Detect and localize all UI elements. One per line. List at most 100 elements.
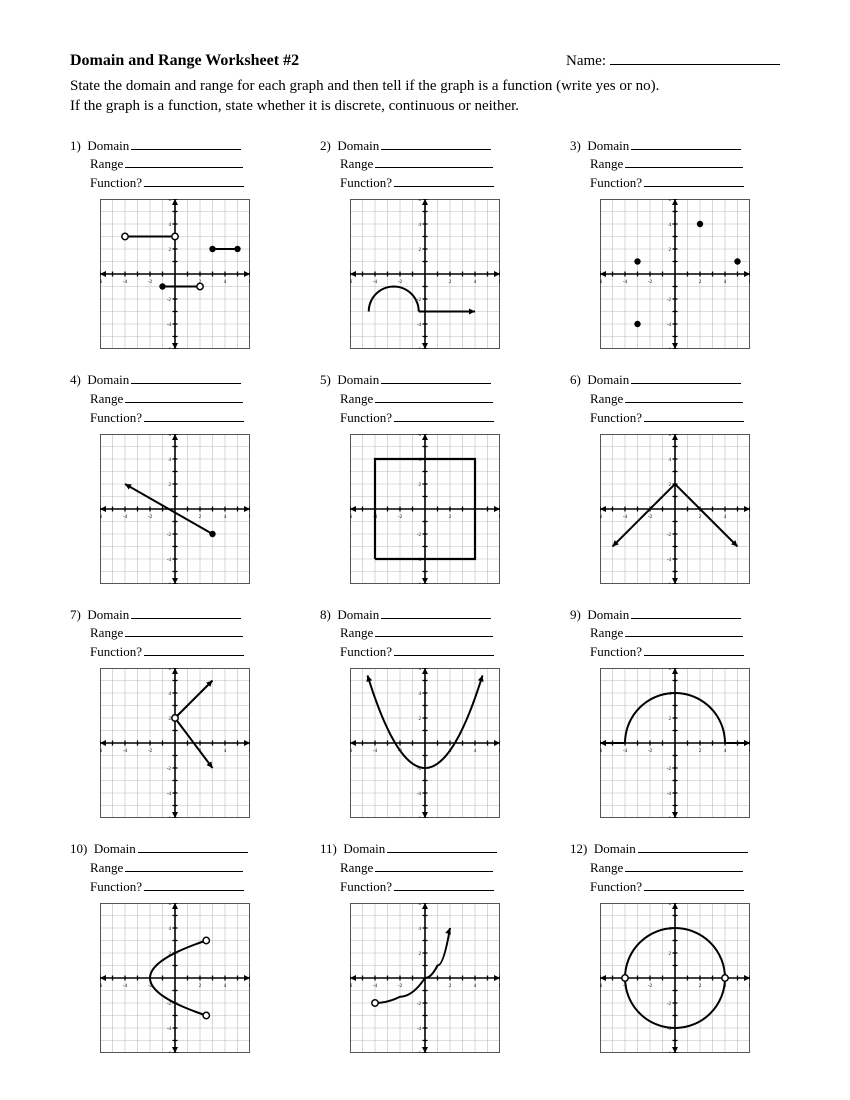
problem-10: 10) Domain Range Function? -6-6-4-4-2-22… [70,840,280,1057]
range-blank[interactable] [375,391,493,403]
svg-text:-6: -6 [600,749,603,754]
function-label: Function? [590,175,642,190]
problem-labels: 3) Domain Range Function? [570,137,780,194]
svg-text:4: 4 [224,984,227,989]
function-blank[interactable] [144,644,244,656]
domain-blank[interactable] [381,372,491,384]
chart-container: -6-6-4-4-2-2224466 [570,903,780,1057]
chart-container: -6-6-4-4-2-2224466 [70,199,280,353]
problem-1: 1) Domain Range Function? -6-6-4-4-2-222… [70,137,280,354]
svg-text:2: 2 [699,280,702,285]
domain-blank[interactable] [387,841,497,853]
range-label: Range [340,156,373,171]
function-blank[interactable] [144,879,244,891]
svg-text:-6: -6 [167,817,172,818]
svg-text:4: 4 [224,280,227,285]
problem-9: 9) Domain Range Function? -6-6-4-4-2-222… [570,606,780,823]
function-label: Function? [340,410,392,425]
problem-labels: 2) Domain Range Function? [320,137,530,194]
problem-number: 2) [320,138,337,153]
domain-blank[interactable] [138,841,248,853]
range-blank[interactable] [375,860,493,872]
range-blank[interactable] [625,860,743,872]
problem-labels: 1) Domain Range Function? [70,137,280,194]
range-blank[interactable] [375,156,493,168]
svg-text:4: 4 [224,749,227,754]
problem-8: 8) Domain Range Function? -6-6-4-4-2-222… [320,606,530,823]
problem-11: 11) Domain Range Function? -6-6-4-4-2-22… [320,840,530,1057]
svg-text:6: 6 [749,515,750,520]
range-blank[interactable] [125,860,243,872]
chart-container: -6-6-4-4-2-2224466 [570,434,780,588]
function-blank[interactable] [644,879,744,891]
range-blank[interactable] [125,625,243,637]
chart-container: -6-6-4-4-2-2224466 [320,668,530,822]
domain-blank[interactable] [631,372,741,384]
svg-text:-6: -6 [417,1052,422,1053]
svg-text:-6: -6 [100,515,103,520]
domain-blank[interactable] [381,138,491,150]
graph-chart: -6-6-4-4-2-2224466 [100,434,250,584]
problem-4: 4) Domain Range Function? -6-6-4-4-2-222… [70,371,280,588]
svg-text:2: 2 [699,515,702,520]
range-label: Range [90,391,123,406]
function-blank[interactable] [144,410,244,422]
domain-blank[interactable] [131,607,241,619]
instructions: State the domain and range for each grap… [70,76,780,117]
svg-text:-2: -2 [667,1002,672,1007]
graph-chart: -6-6-4-4-2-2224466 [600,434,750,584]
function-blank[interactable] [644,644,744,656]
svg-text:-6: -6 [600,515,603,520]
range-blank[interactable] [125,156,243,168]
svg-text:-2: -2 [148,515,153,520]
function-blank[interactable] [644,175,744,187]
svg-text:2: 2 [699,984,702,989]
function-blank[interactable] [394,879,494,891]
function-blank[interactable] [144,175,244,187]
name-blank[interactable] [610,64,780,65]
svg-text:2: 2 [699,749,702,754]
domain-blank[interactable] [638,841,748,853]
chart-container: -6-6-4-4-2-2224466 [70,903,280,1057]
problem-labels: 12) Domain Range Function? [570,840,780,897]
svg-text:6: 6 [499,749,500,754]
svg-text:6: 6 [249,515,250,520]
domain-label: Domain [337,607,379,622]
problem-labels: 7) Domain Range Function? [70,606,280,663]
range-blank[interactable] [625,391,743,403]
range-blank[interactable] [125,391,243,403]
function-blank[interactable] [644,410,744,422]
domain-label: Domain [87,138,129,153]
domain-blank[interactable] [131,372,241,384]
svg-text:-2: -2 [667,767,672,772]
domain-blank[interactable] [131,138,241,150]
function-blank[interactable] [394,644,494,656]
name-field: Name: [566,52,780,70]
range-blank[interactable] [625,625,743,637]
domain-blank[interactable] [381,607,491,619]
svg-text:-2: -2 [167,767,172,772]
domain-label: Domain [87,372,129,387]
domain-blank[interactable] [631,138,741,150]
chart-container: -6-6-4-4-2-2224466 [570,668,780,822]
domain-label: Domain [587,372,629,387]
svg-text:-4: -4 [373,280,378,285]
header: Domain and Range Worksheet #2 Name: [70,52,780,70]
svg-text:-6: -6 [600,280,603,285]
problem-number: 7) [70,607,87,622]
range-blank[interactable] [625,156,743,168]
problem-grid: 1) Domain Range Function? -6-6-4-4-2-222… [70,137,780,1057]
svg-text:-6: -6 [350,984,353,989]
chart-container: -6-6-4-4-2-2224466 [320,199,530,353]
function-label: Function? [340,175,392,190]
range-blank[interactable] [375,625,493,637]
function-blank[interactable] [394,410,494,422]
domain-blank[interactable] [631,607,741,619]
svg-text:-2: -2 [398,280,403,285]
function-blank[interactable] [394,175,494,187]
svg-text:-4: -4 [667,558,672,563]
svg-text:-2: -2 [148,280,153,285]
function-label: Function? [90,410,142,425]
graph-chart: -6-6-4-4-2-2224466 [350,199,500,349]
range-label: Range [590,156,623,171]
